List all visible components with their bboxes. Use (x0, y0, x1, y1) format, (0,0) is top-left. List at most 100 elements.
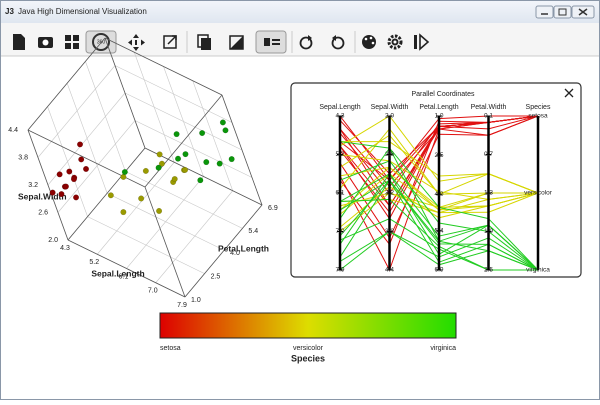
pc-species-link (488, 173, 539, 194)
pc-species-link (488, 192, 539, 207)
legend-title: Species (291, 353, 325, 363)
contrast-button[interactable] (229, 35, 244, 50)
legend-label: setosa (160, 345, 181, 352)
data-point (121, 169, 128, 176)
pc-line (339, 166, 489, 208)
layout-button[interactable] (65, 35, 79, 49)
pc-line (339, 173, 489, 237)
color-legend: Species setosa versicolor virginica (159, 312, 457, 363)
data-point (70, 176, 77, 183)
refresh-button[interactable] (299, 35, 313, 50)
pc-axis-label: Sepal.Width (371, 104, 409, 111)
data-point (49, 189, 56, 196)
data-point (222, 127, 229, 134)
data-point (203, 159, 210, 166)
pc-species-link (488, 243, 539, 271)
data-point (56, 171, 63, 178)
new-button[interactable] (13, 34, 25, 50)
pc-line (339, 166, 489, 211)
snapshot-button[interactable] (38, 37, 53, 48)
pc-tick-label: 1.3 (484, 190, 493, 197)
x-tick-label: 7.9 (177, 302, 187, 309)
maximize-button[interactable] (553, 5, 572, 19)
reset-button[interactable] (331, 35, 345, 50)
windows-button[interactable] (197, 34, 211, 50)
data-point (73, 194, 80, 201)
box-edge (104, 37, 223, 96)
pc-line (339, 115, 489, 182)
panel-button[interactable] (255, 30, 287, 54)
box-edge (67, 147, 146, 241)
box-edge (144, 186, 186, 298)
box-edge (221, 94, 263, 206)
data-point (216, 160, 223, 167)
legend-label: versicolor (293, 345, 324, 352)
pc-species-link (488, 192, 539, 200)
pc-species-link (488, 250, 539, 271)
data-point (58, 191, 65, 198)
move-button[interactable] (128, 34, 145, 51)
pc-category-label: virginica (526, 267, 550, 274)
y-tick-label: 4.4 (8, 127, 18, 134)
pc-tick-label: 0.1 (484, 113, 493, 120)
data-point (142, 167, 149, 174)
grid-line (37, 65, 116, 158)
panel-close-button[interactable] (564, 88, 574, 98)
box-edge (27, 129, 69, 241)
minimize-button[interactable] (535, 5, 554, 19)
grid-line (114, 65, 233, 123)
pc-line (339, 230, 489, 266)
grid-line (47, 92, 126, 186)
box-edge (104, 37, 146, 149)
pc-tick-label: 2.5 (484, 267, 493, 274)
rotate-360-button[interactable]: 360 (85, 30, 117, 54)
pc-tick-label: 4.3 (335, 113, 344, 120)
window-title: Java High Dimensional Visualization (18, 7, 147, 16)
y-tick-label: 3.2 (28, 182, 38, 189)
pc-line (339, 128, 489, 272)
pc-species-link (488, 115, 539, 136)
pc-line (339, 218, 489, 271)
box-edge (67, 239, 186, 298)
pc-species-link (488, 231, 539, 271)
pc-tick-label: 6.9 (434, 267, 443, 274)
data-point (138, 195, 145, 202)
expand-button[interactable] (163, 35, 177, 49)
grid-line (155, 190, 233, 283)
pc-axis-label: Petal.Width (471, 104, 507, 111)
data-point (228, 156, 235, 163)
data-point (78, 156, 85, 163)
pc-line (339, 172, 489, 256)
pc-tick-label: 7.0 (335, 228, 344, 235)
grid-line (57, 120, 136, 213)
data-point (77, 141, 84, 148)
y-tick-label: 2.0 (48, 237, 58, 244)
window-controls (535, 5, 595, 19)
legend-label: virginica (430, 345, 456, 352)
data-point (155, 164, 162, 171)
pc-tick-label: 1.9 (484, 228, 493, 235)
pc-species-link (488, 224, 539, 271)
pc-category-label: setosa (528, 113, 548, 120)
x-tick-label: 6.1 (119, 273, 129, 280)
z-axis-label: Petal.Length (218, 243, 269, 253)
grid-line (107, 192, 225, 251)
palette-button[interactable] (362, 35, 376, 49)
data-point (156, 207, 163, 214)
pc-tick-label: 7.9 (335, 267, 344, 274)
x-axis-label: Sepal.Length (91, 268, 144, 278)
settings-button[interactable] (387, 34, 403, 50)
pc-line (339, 147, 489, 242)
pc-tick-label: 5.4 (434, 228, 443, 235)
pc-tick-label: 3.8 (385, 228, 394, 235)
title-bar (1, 1, 599, 23)
pc-species-link (488, 115, 539, 130)
y-axis-label: Sepal.Width (18, 191, 67, 201)
x-tick-label: 5.2 (89, 259, 99, 266)
grid-line (126, 176, 204, 269)
pc-line (339, 128, 489, 195)
data-point (120, 209, 127, 216)
exit-button[interactable] (414, 33, 430, 51)
